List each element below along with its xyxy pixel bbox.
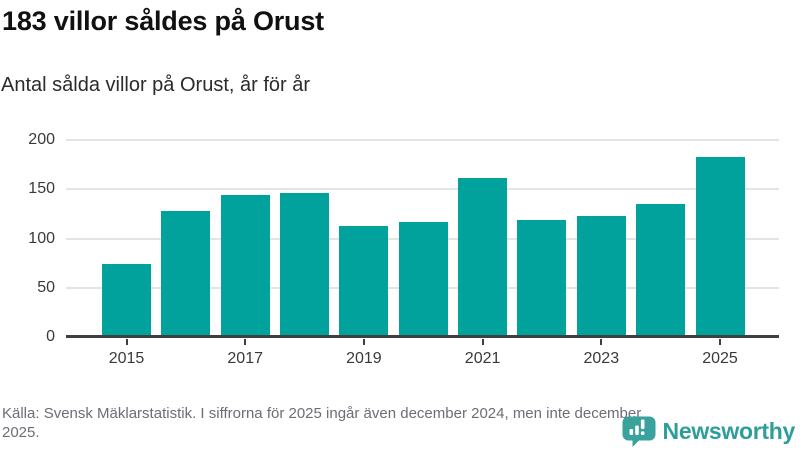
x-tick-2015: [125, 339, 128, 345]
chart-subtitle: Antal sålda villor på Orust, år för år: [1, 74, 311, 96]
chart-title: 183 villor såldes på Orust: [2, 6, 324, 36]
source-note: Källa: Svensk Mäklarstatistik. I siffror…: [2, 405, 642, 441]
bar-2024: [636, 204, 686, 337]
x-tick-label-2021: 2021: [464, 350, 501, 367]
newsworthy-logo-text: Newsworthy: [662, 418, 796, 444]
y-tick-label-50: 50: [37, 278, 55, 296]
speech-bubble-bar-chart-icon: [622, 416, 656, 447]
y-tick-label-200: 200: [28, 131, 55, 148]
plot-area: 2015 2017 2019 2021 2023 2025: [66, 139, 779, 367]
x-tick-2017: [244, 339, 247, 345]
bar-2021: [458, 178, 508, 337]
bar-2018: [280, 193, 330, 337]
bar-2016: [161, 210, 211, 337]
y-tick-label-0: 0: [46, 328, 55, 345]
x-tick-2023: [600, 339, 603, 345]
x-tick-2021: [481, 339, 484, 345]
x-tick-label-2017: 2017: [227, 350, 263, 367]
x-tick-2019: [362, 339, 365, 345]
bar-2020: [398, 221, 448, 337]
y-tick-label-100: 100: [28, 229, 55, 247]
y-tick-label-150: 150: [28, 180, 55, 198]
bar-2017: [220, 195, 270, 337]
x-axis-line: [66, 335, 779, 338]
gridline-150: [66, 188, 779, 191]
x-tick-label-2023: 2023: [583, 350, 620, 367]
x-tick-2025: [719, 339, 721, 345]
bar-2025: [695, 156, 745, 337]
bar-2015: [102, 264, 151, 337]
bar-2023: [576, 215, 626, 337]
gridline-200: [66, 139, 779, 141]
x-tick-label-2019: 2019: [346, 350, 382, 367]
x-tick-label-2025: 2025: [702, 350, 738, 367]
y-axis: 0 50 100 150 200: [0, 131, 55, 345]
bar-2022: [517, 219, 567, 337]
newsworthy-logo: Newsworthy: [622, 416, 795, 447]
x-tick-label-2015: 2015: [108, 350, 145, 367]
bar-2019: [339, 225, 389, 337]
